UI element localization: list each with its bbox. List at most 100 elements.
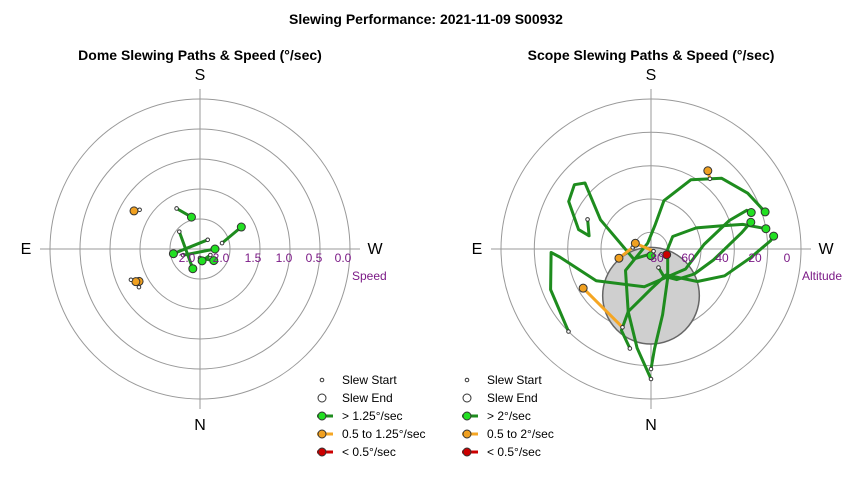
- scope-radial-tick-label: 40: [715, 251, 729, 265]
- dome-legend-label: > 1.25°/sec: [342, 409, 403, 423]
- dome-direction-right: W: [367, 241, 383, 258]
- scope-direction-bottom: N: [645, 417, 657, 434]
- dome-legend: Slew Start Slew End > 1.25°/sec 0.5 to 1.25…: [317, 373, 426, 459]
- scope-slew-path-fast: [567, 181, 653, 261]
- scope-slew-start-marker: [566, 329, 571, 334]
- dome-legend-end-symbol: [317, 393, 327, 403]
- scope-chart-title: Scope Slewing Paths & Speed (°/sec): [528, 47, 775, 63]
- dome-radial-tick-label: 2.0: [213, 251, 230, 265]
- scope-radial-tick-label: 20: [748, 251, 762, 265]
- dome-slew-end-marker: [236, 222, 246, 232]
- dome-radial-tick-label: 1.0: [276, 251, 293, 265]
- scope-slew-start-marker: [707, 176, 713, 182]
- dome-radial-tick-label: 0.0: [335, 251, 352, 265]
- scope-legend-label: > 2°/sec: [487, 409, 531, 423]
- scope-slew-end-marker: [646, 251, 656, 261]
- dome-chart-title: Dome Slewing Paths & Speed (°/sec): [78, 47, 322, 63]
- dome-direction-top: S: [195, 67, 206, 84]
- scope-legend-marker-medium: [462, 429, 472, 439]
- scope-slew-end-marker: [614, 253, 624, 263]
- scope-slew-end-marker: [761, 224, 771, 234]
- scope-slew-end-marker: [578, 283, 588, 293]
- dome-slew-end-marker: [186, 212, 196, 222]
- dome-slew-start-marker: [208, 252, 213, 258]
- dome-legend-label: Slew Start: [342, 373, 397, 387]
- dome-radial-tick-label: 2.0: [179, 251, 196, 265]
- dome-legend-label: Slew End: [342, 391, 393, 405]
- scope-slew-end-marker: [703, 166, 713, 176]
- scope-radial-ticks: 80 60 40 20 0: [650, 251, 790, 265]
- dome-legend-start-symbol: [319, 377, 325, 383]
- dome-slew-end-marker: [209, 256, 219, 266]
- scope-legend-label: Slew Start: [487, 373, 542, 387]
- scope-radial-tick-label: 0: [784, 251, 791, 265]
- dome-legend-marker-slow: [317, 447, 327, 457]
- scope-direction-left: E: [472, 241, 483, 258]
- dome-slew-path-fast: [171, 238, 210, 256]
- scope-slew-path-fast: [649, 222, 768, 371]
- scope-legend-end-symbol: [462, 393, 472, 403]
- dome-legend-label: < 0.5°/sec: [342, 445, 396, 459]
- scope-slew-start-marker: [659, 252, 664, 257]
- scope-slew-path-medium: [581, 286, 624, 329]
- scope-slew-start-marker: [627, 346, 633, 351]
- scope-legend-label: 0.5 to 2°/sec: [487, 427, 554, 441]
- scope-slew-end-marker: [746, 217, 756, 227]
- scope-radial-tick-label: 60: [681, 251, 695, 265]
- dome-radial-ticks: 2.0 2.0 1.5 1.0 0.5 0.0: [179, 251, 352, 265]
- scope-slew-paths: [549, 166, 779, 382]
- scope-slew-start-marker: [656, 265, 661, 270]
- scope-slew-path-fast: [624, 176, 767, 381]
- scope-slew-end-marker: [760, 207, 770, 217]
- scope-slew-start-marker: [585, 217, 590, 222]
- dome-polar-chart: Dome Slewing Paths & Speed (°/sec) S N E…: [21, 47, 426, 459]
- dome-polar-grid: [40, 89, 360, 409]
- scope-legend-marker-fast: [462, 411, 472, 421]
- scope-slew-end-marker: [630, 238, 640, 248]
- dome-slew-end-marker: [210, 244, 220, 254]
- scope-slew-end-marker: [662, 250, 672, 260]
- dome-legend-marker-medium: [317, 429, 327, 439]
- dome-legend-marker-fast: [317, 411, 327, 421]
- scope-slew-end-marker: [769, 231, 779, 241]
- dome-radial-tick-label: 1.5: [245, 251, 262, 265]
- scope-slew-end-marker: [746, 208, 756, 218]
- dome-slew-end-marker: [197, 256, 207, 266]
- scope-legend-label: Slew End: [487, 391, 538, 405]
- scope-legend-marker-slow: [462, 447, 472, 457]
- scope-radial-axis-label: Altitude: [802, 269, 842, 283]
- dome-legend-label: 0.5 to 1.25°/sec: [342, 427, 426, 441]
- dome-slew-start-marker: [219, 240, 225, 246]
- scope-slew-start-marker: [648, 376, 654, 382]
- dome-slew-start-marker: [136, 284, 142, 290]
- dome-direction-bottom: N: [194, 417, 206, 434]
- dome-slew-start-marker: [180, 252, 186, 258]
- figure-title: Slewing Performance: 2021-11-09 S00932: [289, 11, 563, 27]
- scope-legend: Slew Start Slew End > 2°/sec 0.5 to 2°/sec <…: [462, 373, 554, 459]
- dome-slew-start-marker: [205, 237, 211, 243]
- dome-slew-end-marker: [129, 206, 139, 216]
- dome-slew-start-marker: [174, 206, 179, 211]
- scope-radial-tick-label: 80: [650, 251, 664, 265]
- scope-legend-start-symbol: [464, 377, 470, 383]
- scope-legend-label: < 0.5°/sec: [487, 445, 541, 459]
- dome-slew-path-fast: [181, 247, 217, 257]
- scope-slew-start-marker: [648, 366, 654, 372]
- scope-polar-chart: Scope Slewing Paths & Speed (°/sec) S N …: [462, 47, 842, 459]
- scope-slew-start-marker: [651, 248, 656, 254]
- scope-direction-right: W: [818, 241, 834, 258]
- dome-radial-axis-label: Speed: [352, 269, 387, 283]
- dome-slew-start-marker: [137, 207, 142, 213]
- dome-slew-start-marker: [128, 277, 134, 283]
- scope-direction-top: S: [646, 67, 657, 84]
- dome-slew-paths: [128, 206, 246, 290]
- dome-slew-end-marker: [188, 264, 198, 274]
- scope-slew-start-marker: [620, 325, 625, 330]
- dome-radial-tick-label: 0.5: [306, 251, 323, 265]
- scope-slew-path-fast: [549, 208, 753, 333]
- dome-slew-start-marker: [177, 229, 182, 234]
- scope-slew-path-fast: [657, 220, 753, 282]
- dome-direction-left: E: [21, 241, 32, 258]
- dome-slew-end-marker: [168, 249, 178, 259]
